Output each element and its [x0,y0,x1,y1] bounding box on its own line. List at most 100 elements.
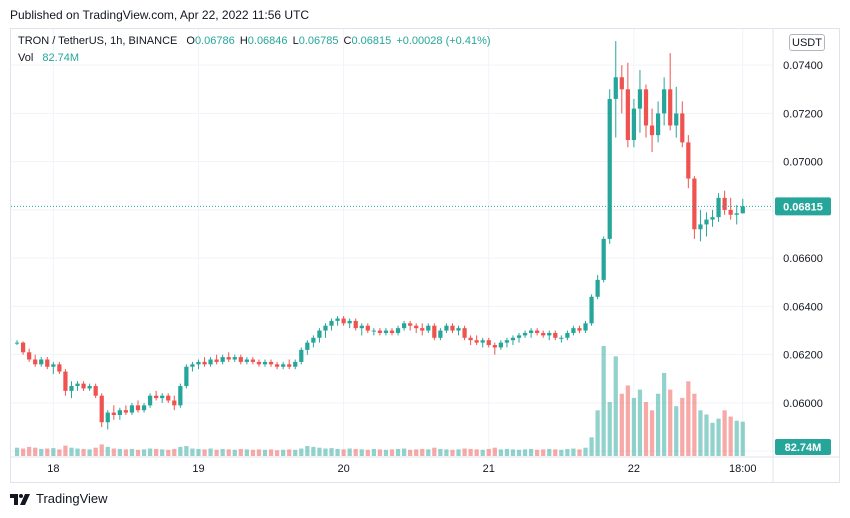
candle-body [698,224,703,230]
volume-bar [208,448,213,456]
candle-body [728,209,733,215]
volume-bar [486,448,491,456]
candle-body [111,412,116,415]
published-note: Published on TradingView.com, Apr 22, 20… [10,8,310,22]
candle-body [341,318,346,324]
volume-bar [27,446,32,456]
volume-bar [274,450,280,456]
volume-bar [81,448,86,456]
candle-body [154,395,159,399]
candle-body [190,364,195,367]
candle-body [535,330,540,333]
candle-body [274,364,280,367]
volume-bar [389,449,395,456]
candle-body [329,320,334,326]
volume-bar [498,449,503,456]
volume-bar [359,449,364,456]
volume-bar [480,449,485,456]
candle-body [311,337,316,343]
volume-bar [154,448,159,456]
last-volume-badge [775,439,831,455]
volume-bar [250,449,256,456]
volume-label: Vol [18,52,34,64]
volume-bar [111,448,116,456]
volume-bar [680,397,685,456]
volume-bar [547,448,552,456]
candle-body [33,359,38,365]
time-tick-label: 21 [483,463,495,475]
candle-body [365,325,370,331]
candle-body [14,342,20,344]
volume-bar [33,447,38,456]
volume-bar [510,449,516,456]
candle-body [607,98,612,239]
candle-body [250,359,256,362]
candle-body [668,89,673,126]
volume-bar [305,446,310,456]
candle-body [740,206,745,214]
price-tick-label: 0.06600 [783,253,823,265]
candle-body [57,364,62,372]
volume-bar [595,410,600,456]
volume-bar [408,449,413,456]
volume-bar [649,410,655,456]
brand-name: TradingView [36,491,108,506]
candle-body [232,357,237,360]
candle-body [281,364,286,367]
candle-body [692,178,697,230]
candle-body [686,142,691,179]
volume-bar [674,406,679,456]
volume-value: 82.74M [42,52,80,64]
candle-body [75,383,80,387]
candle-body [202,361,207,365]
volume-bar [420,448,425,456]
volume-bar [643,402,649,456]
volume-bar [613,356,618,456]
volume-bar [341,449,346,456]
candle-body [45,359,50,367]
volume-bar [256,449,262,456]
volume-bar [160,449,165,456]
candle-body [444,325,449,331]
chart-frame[interactable] [10,28,840,483]
candle-body [196,361,201,365]
candle-body [105,412,110,423]
candle-body [547,332,552,336]
candle-body [184,366,189,387]
volume-bar [637,389,643,456]
candle-body [305,342,310,350]
candle-body [486,340,491,346]
candle-body [613,77,618,99]
volume-bar [589,437,594,456]
volume-bar [377,449,383,456]
volume-bar [704,414,709,456]
candle-body [335,318,340,321]
legend-close-label: C [343,35,352,47]
volume-bar [577,449,582,456]
candle-body [474,340,479,343]
volume-bar [268,449,274,456]
volume-bar [287,449,292,456]
candle-body [256,361,262,365]
volume-bar [196,448,201,456]
currency-scale-button[interactable]: USDT [789,34,825,51]
time-tick-label: 20 [337,463,349,475]
price-tick-label: 0.07000 [783,157,823,169]
volume-bar [583,447,588,456]
candle-body [734,213,739,215]
candle-body [468,337,473,341]
candle-body [619,77,624,90]
candle-body [426,325,431,331]
volume-bar [686,381,691,456]
tradingview-brand[interactable]: TradingView [10,491,108,506]
legend-high-label: H [239,35,248,47]
candle-body [643,89,649,126]
volume-bar [214,449,219,456]
volume-bar [426,449,431,456]
volume-bar [172,448,177,456]
candle-body [208,359,213,365]
volume-bar [281,449,286,456]
volume-bar [655,393,661,456]
candle-body [414,325,419,329]
